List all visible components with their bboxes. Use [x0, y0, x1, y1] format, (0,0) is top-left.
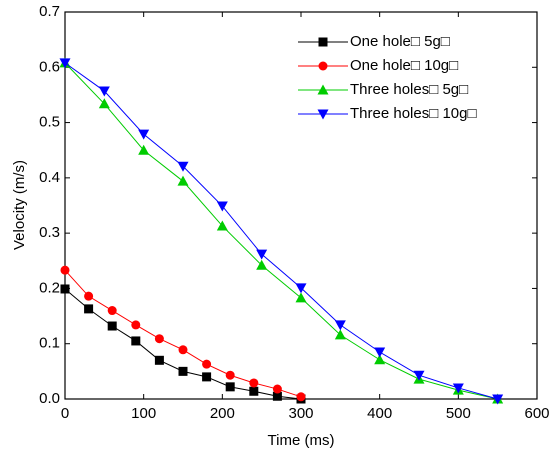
marker [98, 86, 110, 97]
marker [154, 334, 164, 344]
marker [154, 355, 164, 365]
marker [59, 58, 71, 69]
legend-marker [318, 61, 328, 71]
marker [452, 383, 464, 394]
y-tick-label: 0.1 [39, 335, 60, 352]
marker [225, 370, 235, 380]
x-tick-label: 600 [524, 405, 549, 422]
marker [98, 98, 110, 109]
y-tick-label: 0.6 [39, 58, 60, 75]
x-axis-label: Time (ms) [268, 432, 335, 449]
x-tick-label: 100 [131, 405, 156, 422]
x-tick-label: 300 [288, 405, 313, 422]
marker [256, 259, 268, 270]
marker [202, 372, 212, 382]
legend-marker [318, 37, 328, 47]
series-line [64, 269, 302, 398]
y-tick-label: 0.7 [39, 3, 60, 20]
marker [107, 306, 117, 316]
marker [225, 382, 235, 392]
marker [295, 283, 307, 294]
marker [249, 386, 259, 396]
legend-label: One hole□ 10g□ [350, 57, 458, 74]
marker [413, 370, 425, 381]
series-line [64, 62, 498, 400]
legend-marker [317, 109, 329, 120]
marker [177, 175, 189, 186]
marker [60, 284, 70, 294]
series-line [64, 288, 302, 400]
marker [131, 320, 141, 330]
marker [178, 345, 188, 355]
marker [295, 292, 307, 303]
y-tick-label: 0.0 [39, 390, 60, 407]
marker [256, 249, 268, 260]
y-tick-label: 0.4 [39, 169, 60, 186]
marker [84, 304, 94, 314]
marker [138, 144, 150, 155]
x-tick-label: 0 [61, 405, 69, 422]
marker [107, 321, 117, 331]
x-tick-label: 500 [446, 405, 471, 422]
y-tick-label: 0.5 [39, 114, 60, 131]
marker [138, 129, 150, 140]
y-axis-label: Velocity (m/s) [11, 160, 28, 250]
marker [202, 359, 212, 369]
marker [60, 265, 70, 275]
marker [334, 320, 346, 331]
marker [334, 329, 346, 340]
marker [272, 384, 282, 394]
marker [216, 201, 228, 212]
legend-label: Three holes□ 10g□ [350, 105, 477, 122]
marker [216, 220, 228, 231]
marker [296, 392, 306, 402]
x-tick-label: 400 [367, 405, 392, 422]
y-tick-label: 0.2 [39, 279, 60, 296]
marker [374, 354, 386, 365]
marker [131, 336, 141, 346]
legend-label: One hole□ 5g□ [350, 33, 450, 50]
series-line [64, 62, 498, 400]
marker [374, 347, 386, 358]
marker [84, 291, 94, 301]
marker [178, 366, 188, 376]
x-tick-label: 200 [210, 405, 235, 422]
marker [249, 378, 259, 388]
legend-marker [317, 84, 329, 95]
marker [492, 394, 504, 405]
marker [177, 161, 189, 172]
marker [272, 391, 282, 401]
y-tick-label: 0.3 [39, 224, 60, 241]
legend-label: Three holes□ 5g□ [350, 81, 468, 98]
